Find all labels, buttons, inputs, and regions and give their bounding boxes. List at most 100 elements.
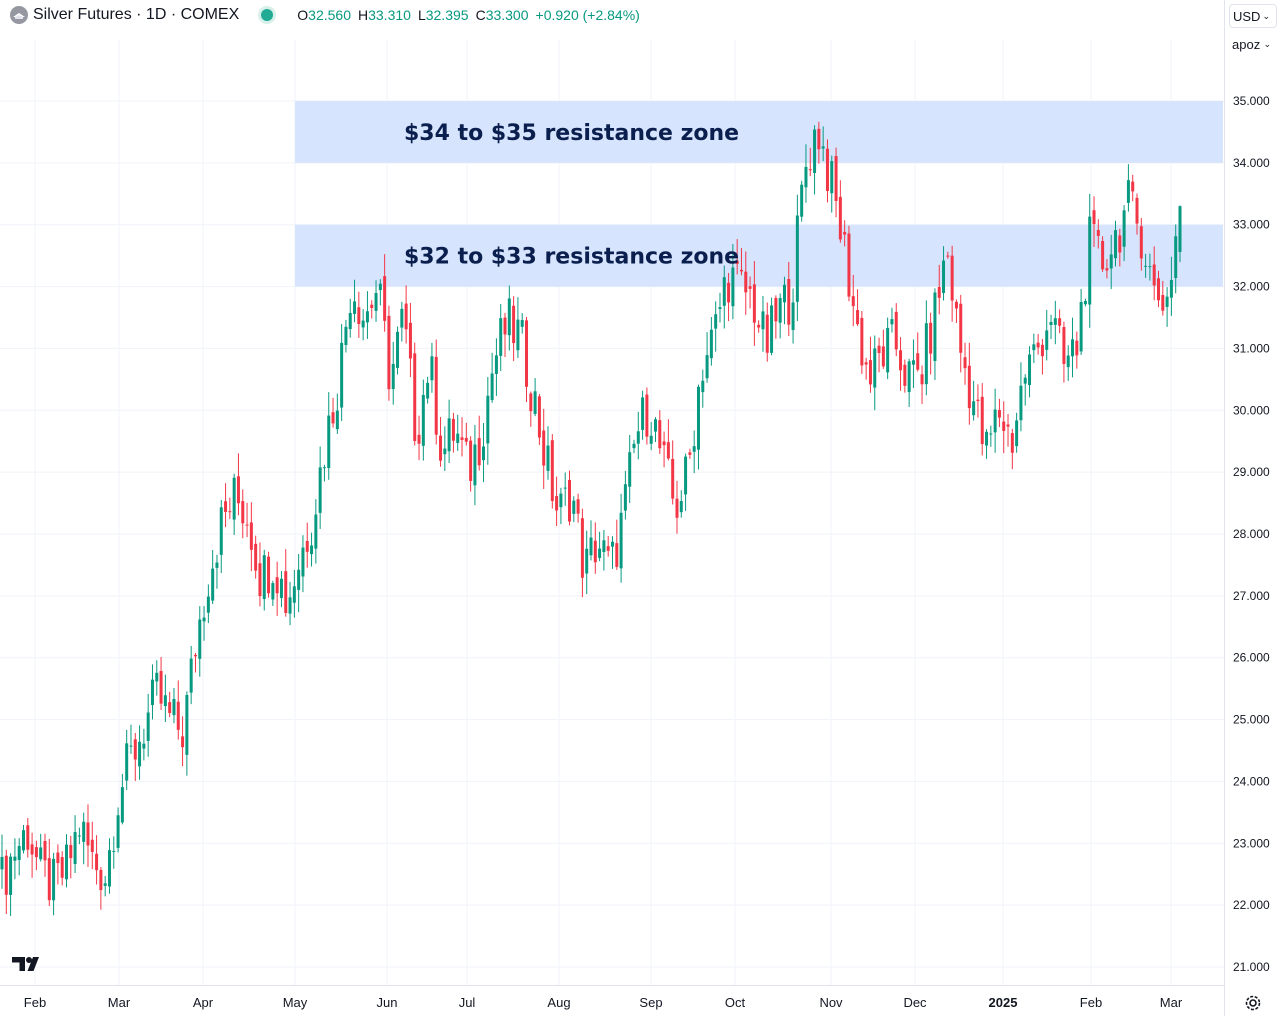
candle[interactable] — [348, 298, 352, 338]
candle[interactable] — [1157, 270, 1161, 308]
candle[interactable] — [232, 473, 236, 535]
candle[interactable] — [641, 390, 645, 440]
candle[interactable] — [460, 417, 464, 457]
candle[interactable] — [172, 687, 176, 724]
candle[interactable] — [924, 300, 928, 396]
candle[interactable] — [550, 434, 554, 509]
candle[interactable] — [181, 716, 185, 767]
candle[interactable] — [310, 532, 314, 567]
candle[interactable] — [301, 535, 305, 593]
candle[interactable] — [589, 520, 593, 561]
candle[interactable] — [404, 285, 408, 344]
candle[interactable] — [258, 542, 262, 607]
candle[interactable] — [340, 323, 344, 422]
candle[interactable] — [903, 359, 907, 393]
candle[interactable] — [907, 358, 911, 407]
candle[interactable] — [1058, 309, 1062, 334]
candle[interactable] — [606, 535, 610, 557]
candle[interactable] — [911, 339, 915, 388]
gear-icon[interactable] — [1243, 993, 1263, 1013]
candle[interactable] — [13, 838, 17, 880]
unit-selector[interactable]: apoz ⌄ — [1229, 32, 1277, 56]
candle[interactable] — [4, 849, 8, 914]
candle[interactable] — [215, 554, 219, 589]
candle[interactable] — [787, 261, 791, 337]
candle[interactable] — [129, 724, 133, 754]
candle[interactable] — [21, 824, 25, 854]
candlestick-series[interactable] — [0, 121, 1182, 916]
candle[interactable] — [576, 493, 580, 523]
candle[interactable] — [838, 180, 842, 243]
candle[interactable] — [469, 436, 473, 492]
candle[interactable] — [856, 289, 860, 327]
candle[interactable] — [731, 244, 735, 320]
candle[interactable] — [701, 369, 705, 408]
candle[interactable] — [628, 434, 632, 504]
candle[interactable] — [39, 833, 43, 862]
candle[interactable] — [9, 853, 13, 916]
candle[interactable] — [361, 309, 365, 341]
candle[interactable] — [305, 522, 309, 568]
candle[interactable] — [86, 804, 90, 867]
candle[interactable] — [1066, 345, 1070, 381]
candle[interactable] — [254, 535, 258, 579]
candle[interactable] — [107, 838, 111, 894]
candle[interactable] — [0, 834, 4, 889]
candle[interactable] — [619, 493, 623, 583]
candle[interactable] — [189, 645, 193, 705]
candle[interactable] — [245, 502, 249, 538]
candle[interactable] — [1015, 412, 1019, 453]
candle[interactable] — [52, 852, 56, 916]
candle[interactable] — [219, 499, 223, 574]
candle[interactable] — [133, 733, 137, 781]
candle[interactable] — [533, 378, 537, 417]
currency-selector[interactable]: USD ⌄ — [1229, 4, 1277, 28]
candle[interactable] — [959, 294, 963, 373]
candle[interactable] — [279, 571, 283, 608]
candle[interactable] — [1079, 288, 1083, 355]
candle[interactable] — [357, 291, 361, 338]
symbol-title[interactable]: Silver Futures · 1D · COMEX — [33, 6, 240, 23]
candle[interactable] — [516, 297, 520, 359]
candle[interactable] — [868, 336, 872, 393]
candle[interactable] — [202, 606, 206, 641]
candle[interactable] — [284, 549, 288, 617]
candle[interactable] — [494, 338, 498, 396]
candle[interactable] — [1135, 193, 1139, 235]
candle[interactable] — [727, 272, 731, 322]
candle[interactable] — [1114, 220, 1118, 267]
candle[interactable] — [752, 261, 756, 346]
candle[interactable] — [400, 301, 404, 342]
candle[interactable] — [563, 472, 567, 506]
candle[interactable] — [318, 446, 322, 530]
candle[interactable] — [314, 499, 318, 564]
candle[interactable] — [73, 815, 77, 873]
candle[interactable] — [658, 410, 662, 454]
candle[interactable] — [77, 827, 81, 845]
candle[interactable] — [1032, 333, 1036, 364]
candle[interactable] — [383, 254, 387, 332]
candle[interactable] — [224, 483, 228, 528]
candle[interactable] — [1062, 321, 1066, 383]
candle[interactable] — [1045, 309, 1049, 361]
candle[interactable] — [709, 316, 713, 366]
market-status-icon[interactable] — [261, 9, 274, 21]
candle[interactable] — [288, 581, 292, 626]
candle[interactable] — [241, 489, 245, 539]
candle[interactable] — [486, 376, 490, 465]
candle[interactable] — [17, 838, 21, 876]
candle[interactable] — [1036, 333, 1040, 355]
candle[interactable] — [1169, 256, 1173, 316]
candle[interactable] — [103, 875, 107, 897]
candle[interactable] — [327, 392, 331, 480]
candle[interactable] — [26, 818, 30, 858]
candle[interactable] — [1002, 401, 1006, 454]
candle[interactable] — [653, 417, 657, 442]
candle[interactable] — [1139, 217, 1143, 271]
candle[interactable] — [890, 307, 894, 333]
candle[interactable] — [774, 295, 778, 339]
candle[interactable] — [47, 838, 51, 906]
candle[interactable] — [804, 144, 808, 203]
candle[interactable] — [696, 384, 700, 470]
